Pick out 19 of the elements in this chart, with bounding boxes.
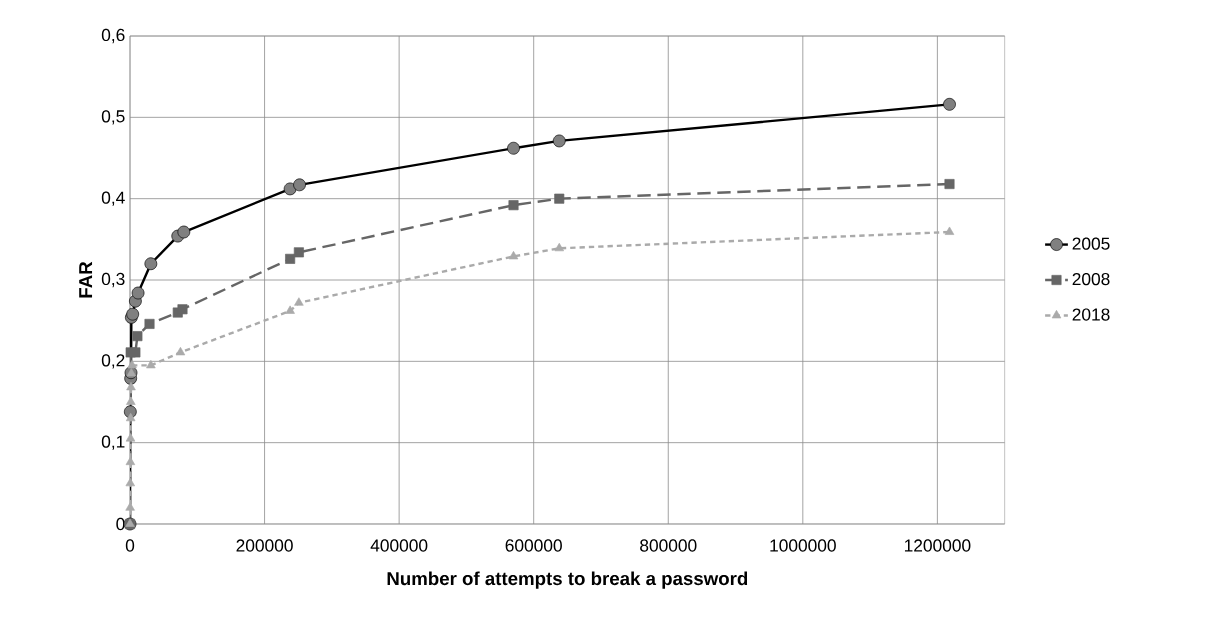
x-tick-label: 1200000 bbox=[904, 539, 971, 552]
legend-label: 2008 bbox=[1072, 272, 1110, 286]
x-tick-label: 0 bbox=[125, 539, 135, 552]
legend-label: 2018 bbox=[1072, 308, 1110, 321]
y-tick-label: 0,2 bbox=[101, 354, 125, 369]
legend-label: 2005 bbox=[1072, 237, 1110, 250]
y-axis-title: FAR bbox=[79, 261, 93, 298]
x-tick-label: 200000 bbox=[236, 539, 293, 552]
x-tick-label: 600000 bbox=[505, 539, 562, 552]
x-axis-title: Number of attempts to break a password bbox=[387, 571, 748, 589]
x-tick-label: 1000000 bbox=[770, 539, 836, 552]
y-tick-label: 0,5 bbox=[101, 110, 125, 125]
y-tick-label: 0,3 bbox=[101, 272, 125, 288]
y-tick-label: 0,4 bbox=[101, 191, 125, 206]
x-tick-label: 800000 bbox=[640, 539, 697, 552]
y-tick-label: 0,1 bbox=[101, 435, 125, 450]
x-tick-label: 400000 bbox=[370, 539, 428, 552]
y-tick-label: 0,6 bbox=[101, 28, 125, 44]
y-tick-label: 0 bbox=[116, 517, 125, 531]
